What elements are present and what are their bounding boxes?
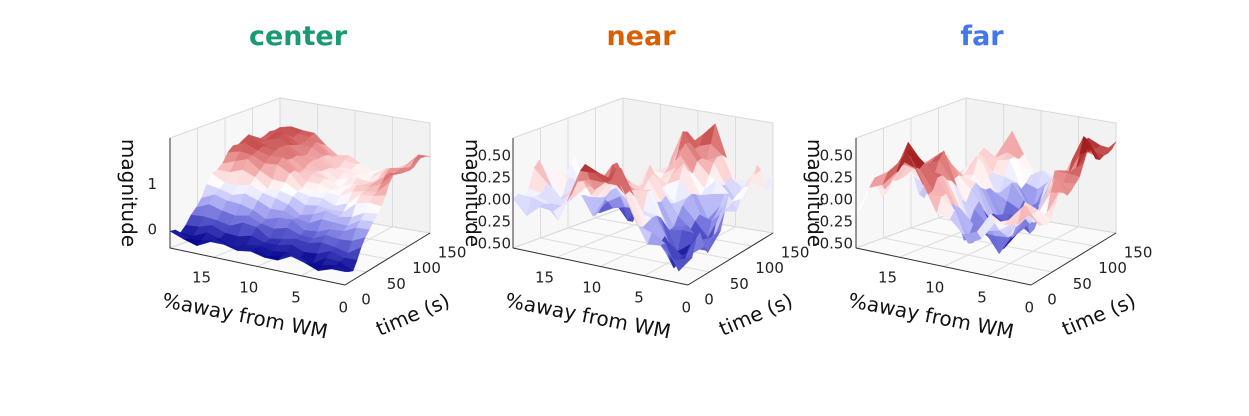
y-tick-label: 50 xyxy=(1073,275,1092,293)
z-tick-label: -0.25 xyxy=(814,213,853,231)
z-tick-label: -0.50 xyxy=(814,235,853,253)
x-tick-label: 5 xyxy=(634,289,644,307)
subplot-title: center xyxy=(249,21,348,52)
x-axis-line xyxy=(169,247,346,286)
x-tick-label: 15 xyxy=(878,269,897,287)
grid-line xyxy=(910,227,1074,260)
x-tick-label: 10 xyxy=(925,279,944,297)
z-axis-label: magnitude xyxy=(117,139,141,247)
y-axis-line xyxy=(1030,232,1117,286)
x-tick-label: 0 xyxy=(681,299,691,317)
x-tick-label: 5 xyxy=(291,289,301,307)
surface-patch xyxy=(1017,207,1036,226)
y-axis-line xyxy=(687,232,774,286)
x-tick-label: 10 xyxy=(582,279,601,297)
y-tick-label: 100 xyxy=(755,259,784,277)
y-axis-label: time (s) xyxy=(1058,288,1139,340)
subplot-title: near xyxy=(606,21,676,52)
y-axis-line xyxy=(344,232,431,286)
x-tick-label: 15 xyxy=(535,269,554,287)
surface xyxy=(855,130,1117,255)
x-tick-label: 5 xyxy=(977,289,987,307)
z-tick-label: 0.00 xyxy=(478,191,511,209)
y-tick-label: 100 xyxy=(1098,259,1127,277)
surface-patch xyxy=(331,265,350,272)
x-tick-label: 10 xyxy=(239,279,258,297)
y-tick-label: 50 xyxy=(730,275,749,293)
z-tick-label: 0.50 xyxy=(820,147,853,165)
z-tick-label: 0.25 xyxy=(478,169,511,187)
grid-line xyxy=(987,226,1079,277)
y-tick-label: 0 xyxy=(361,290,371,308)
y-tick-label: 150 xyxy=(781,244,810,262)
subplot-title: far xyxy=(960,21,1004,52)
surface-patch xyxy=(674,257,693,272)
y-tick-label: 0 xyxy=(704,290,714,308)
z-axis-label: magnitude xyxy=(803,139,827,247)
y-tick-label: 50 xyxy=(387,275,406,293)
y-tick-label: 0 xyxy=(1047,290,1057,308)
z-tick-label: -0.50 xyxy=(472,235,511,253)
x-axis-line xyxy=(855,247,1032,286)
surface xyxy=(512,122,774,272)
z-tick-label: -0.25 xyxy=(472,213,511,231)
x-tick-label: 15 xyxy=(192,269,211,287)
x-tick-label: 0 xyxy=(338,299,348,317)
y-tick-label: 150 xyxy=(1124,244,1153,262)
y-tick-label: 150 xyxy=(438,244,467,262)
y-tick-label: 100 xyxy=(412,259,441,277)
surface xyxy=(169,126,431,272)
x-tick-label: 0 xyxy=(1024,299,1034,317)
z-tick-label: 0.50 xyxy=(478,147,511,165)
y-axis-label: time (s) xyxy=(372,288,453,340)
z-tick-label: 0 xyxy=(147,221,157,239)
z-tick-label: 1 xyxy=(147,175,157,193)
x-axis-line xyxy=(512,247,689,286)
y-axis-label: time (s) xyxy=(715,288,796,340)
z-axis-label: magnitude xyxy=(461,139,485,247)
z-tick-label: 0.25 xyxy=(820,169,853,187)
z-tick-label: 0.00 xyxy=(820,191,853,209)
